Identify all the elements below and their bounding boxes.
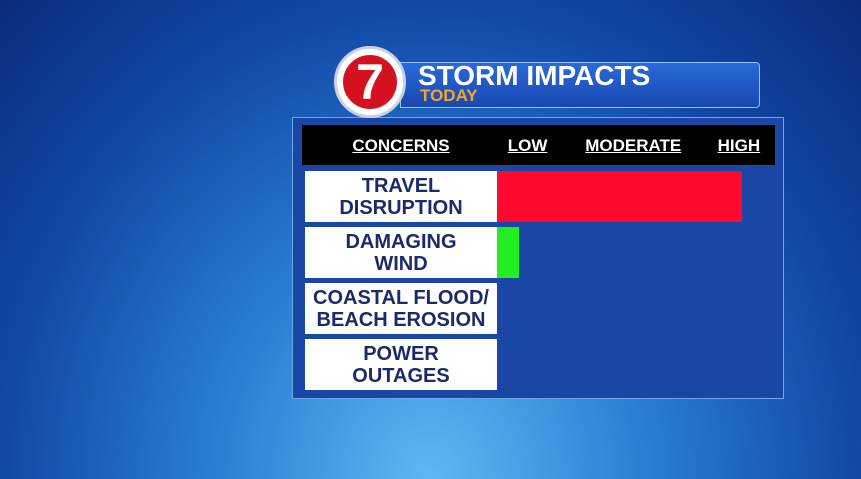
- bar: [497, 227, 520, 278]
- category-label: DAMAGING WIND: [345, 230, 457, 275]
- category-box: TRAVEL DISRUPTION: [305, 171, 497, 222]
- category-box: COASTAL FLOOD/ BEACH EROSION: [305, 283, 497, 334]
- chart-title: STORM IMPACTS: [418, 60, 651, 91]
- x-tick-label: HIGH: [717, 136, 761, 155]
- title-banner: [400, 62, 760, 108]
- category-box: POWER OUTAGES: [305, 339, 497, 390]
- category-label: TRAVEL DISRUPTION: [339, 174, 463, 219]
- logo: 7: [343, 55, 397, 109]
- header-bar: [302, 125, 775, 165]
- category-box: DAMAGING WIND: [305, 227, 497, 278]
- x-tick-label: LOW: [507, 136, 548, 155]
- category-label: POWER OUTAGES: [352, 342, 450, 387]
- category-label: COASTAL FLOOD/ BEACH EROSION: [313, 286, 489, 331]
- category-header: CONCERNS: [352, 136, 450, 155]
- bar: [497, 171, 742, 222]
- chart-subtitle: TODAY: [420, 86, 478, 105]
- x-tick-label: MODERATE: [585, 136, 682, 155]
